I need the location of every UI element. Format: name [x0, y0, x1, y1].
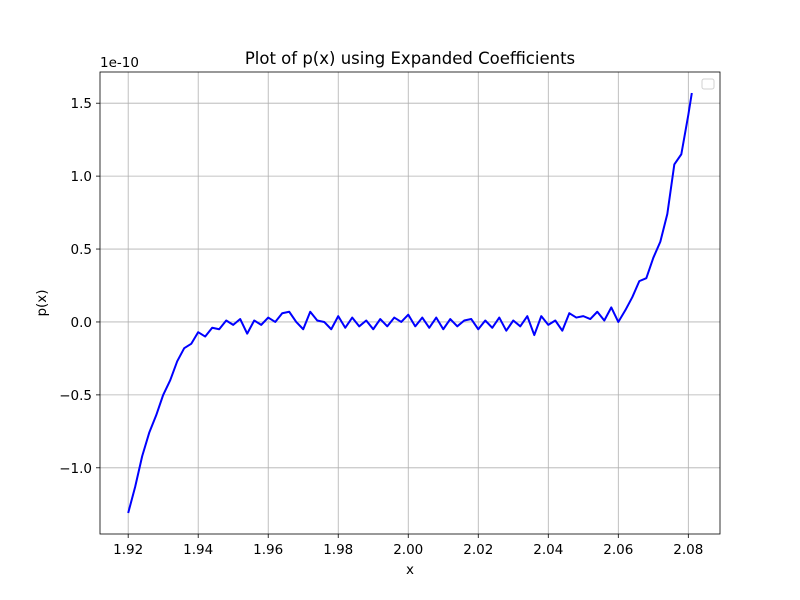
axes-frame	[99, 71, 721, 535]
y-tick-label: 0.0	[71, 315, 92, 331]
line-series	[127, 92, 693, 514]
x-tick-label: 1.94	[183, 542, 213, 558]
plot-area	[127, 92, 693, 514]
x-tick-label: 2.02	[463, 542, 493, 558]
x-tick-label: 2.08	[673, 542, 703, 558]
chart-title: Plot of p(x) using Expanded Coefficients	[245, 49, 575, 68]
legend-box	[701, 78, 715, 90]
x-axis-label: x	[406, 562, 414, 578]
x-tick-label: 1.92	[113, 542, 143, 558]
y-tick-label: 1.5	[71, 96, 92, 112]
y-offset-label: 1e-10	[100, 55, 139, 71]
y-axis-label: p(x)	[34, 289, 50, 316]
y-tick-label: −1.0	[59, 461, 92, 477]
y-tick-label: 0.5	[71, 242, 92, 258]
x-tick-label: 2.06	[603, 542, 633, 558]
y-tick-label: −0.5	[59, 388, 92, 404]
x-tick-label: 2.04	[533, 542, 563, 558]
x-tick-label: 1.96	[253, 542, 283, 558]
y-tick-label: 1.0	[71, 169, 92, 185]
ticks: 1.92 1.94 1.96 1.98 2.00 2.02 2.04 2.06 2.08 −1.0…	[59, 96, 703, 558]
x-tick-label: 2.00	[393, 542, 423, 558]
x-tick-label: 1.98	[323, 542, 353, 558]
grid	[100, 72, 720, 534]
